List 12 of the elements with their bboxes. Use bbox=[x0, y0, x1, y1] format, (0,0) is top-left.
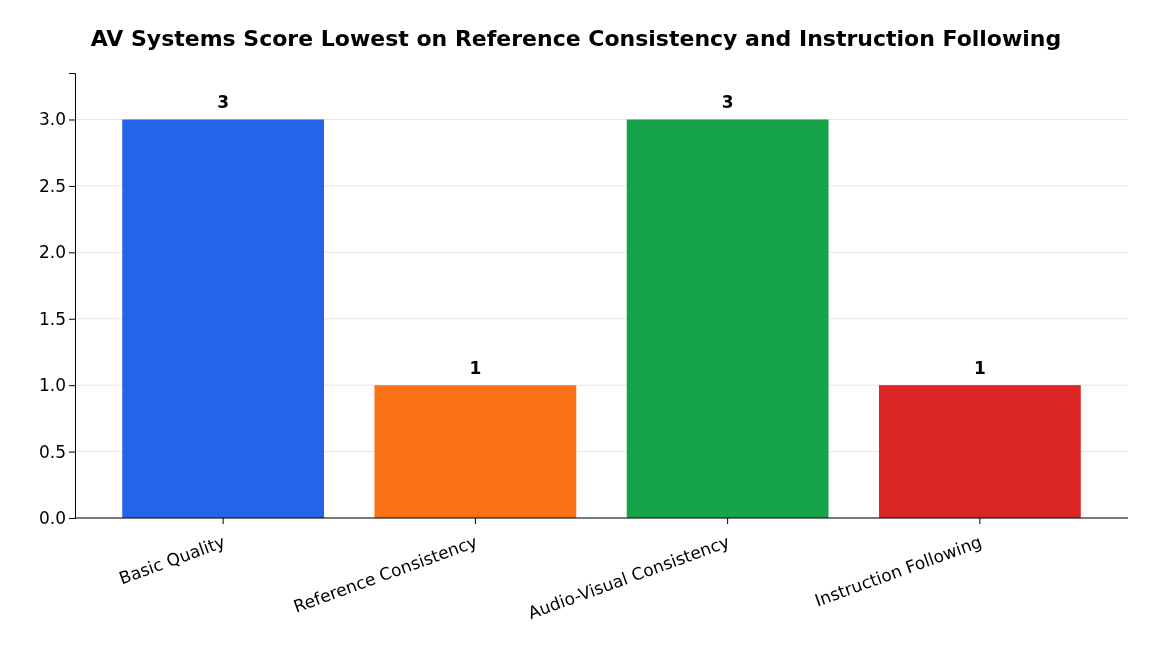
data-label: 1 bbox=[973, 358, 986, 379]
chart-title: AV Systems Score Lowest on Reference Consistency and Instruction Following bbox=[90, 26, 1062, 51]
data-label: 1 bbox=[469, 358, 482, 379]
data-label: 3 bbox=[721, 92, 734, 113]
data-label: 3 bbox=[217, 92, 230, 113]
y-tick-label: 0.0 bbox=[38, 507, 66, 528]
y-tick-label: 3.0 bbox=[38, 109, 66, 130]
y-tick-label: 1.0 bbox=[38, 375, 66, 396]
y-tick-label: 2.0 bbox=[38, 242, 66, 263]
y-tick-label: 2.5 bbox=[38, 175, 66, 196]
y-tick-label: 0.5 bbox=[38, 441, 66, 462]
y-tick-label: 1.5 bbox=[38, 308, 66, 329]
